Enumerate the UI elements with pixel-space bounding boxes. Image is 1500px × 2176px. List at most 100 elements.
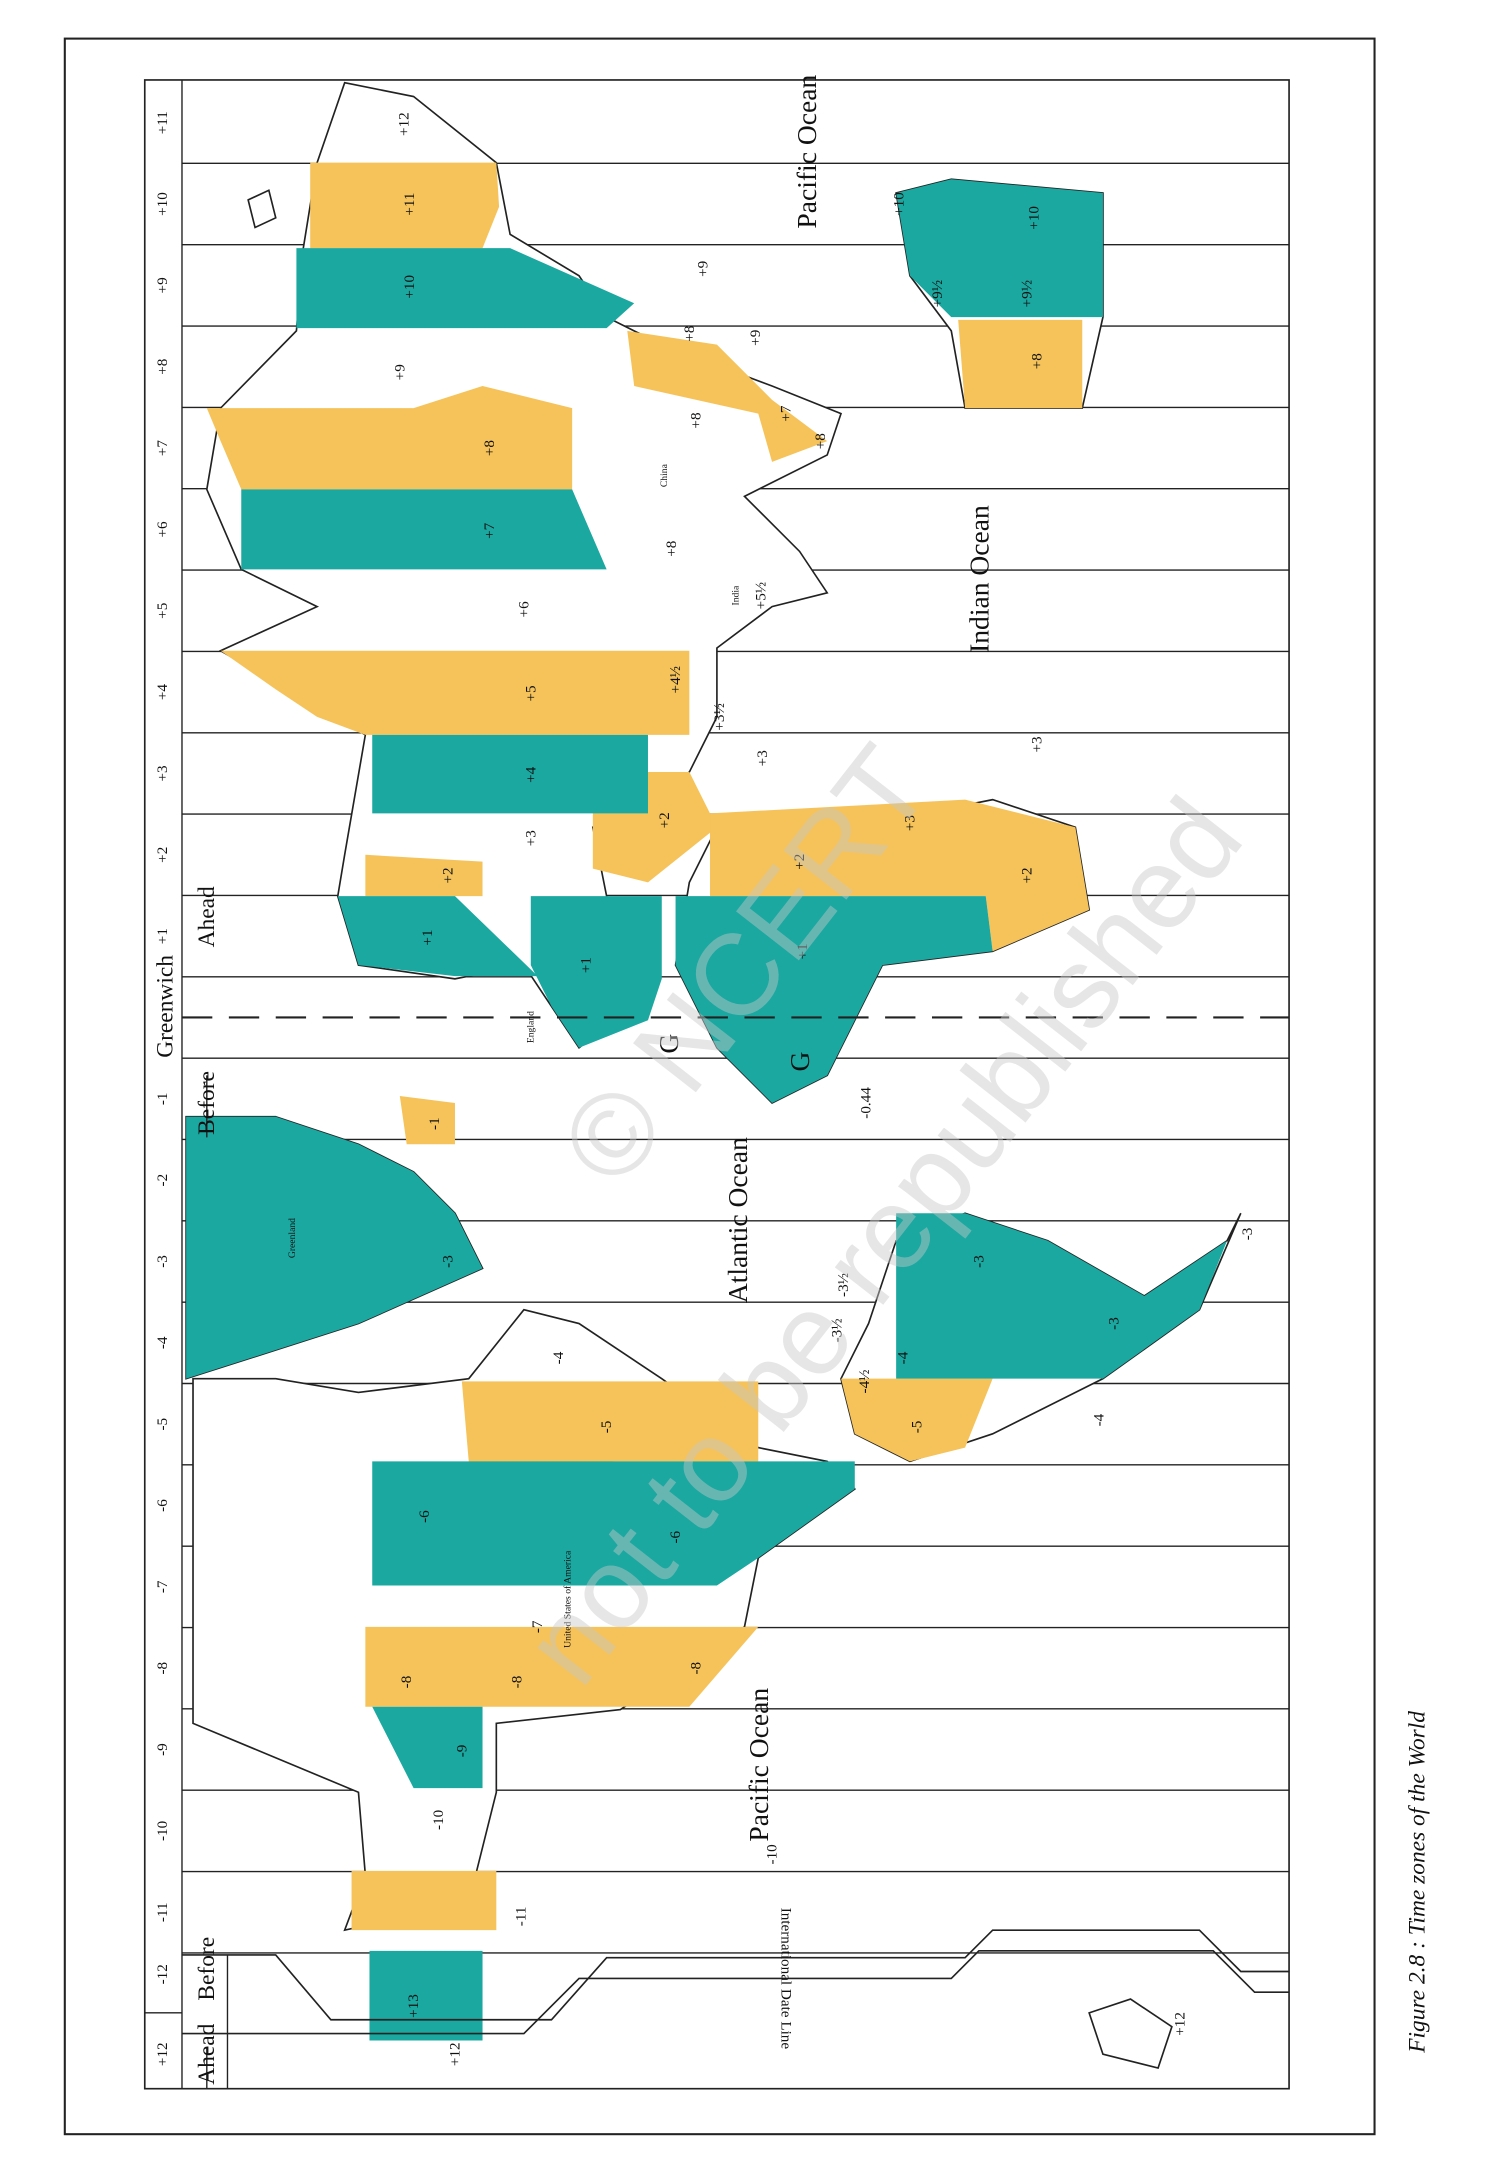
zone-header: -8 (154, 1662, 171, 1675)
zone-label: -4 (895, 1351, 912, 1364)
zone-label: -5 (598, 1421, 615, 1434)
date-line (181, 1929, 1290, 2021)
place-label: England (525, 1011, 536, 1043)
zone-header: +11 (154, 111, 171, 134)
zone-label: +12 (446, 2042, 463, 2066)
zone-label: +1 (419, 929, 436, 945)
zone-region (840, 1378, 993, 1462)
zone-label: +11 (401, 192, 418, 215)
place-label: United States of America (563, 1550, 574, 1648)
zone-header: +5 (154, 603, 171, 619)
zone-region (372, 1461, 855, 1586)
zone-region (369, 1950, 483, 2041)
zone-header: +10 (154, 192, 171, 216)
zone-header: +12 (154, 2042, 171, 2066)
strip-label: Before (194, 1071, 220, 1135)
zone-header: +6 (154, 521, 171, 538)
zone-region (241, 489, 607, 570)
zone-label: +2 (791, 854, 808, 870)
zone-label: +7 (481, 522, 498, 539)
zone-region (220, 650, 690, 735)
zone-label: +4½ (667, 666, 684, 694)
zone-header: -11 (154, 1902, 171, 1922)
date-line-label: International Date Line (777, 1908, 794, 2050)
zone-label: -5 (908, 1421, 925, 1434)
zone-label: +10 (1026, 206, 1043, 230)
zone-label: +2 (440, 867, 457, 883)
zone-label: -3 (440, 1255, 457, 1268)
zone-region (530, 896, 662, 1048)
zone-label: -4 (1090, 1413, 1107, 1426)
zone-region (337, 896, 538, 977)
zone-label: +9 (695, 261, 712, 277)
zone-label: -4½ (856, 1369, 873, 1393)
zone-region (399, 1096, 455, 1145)
zone-label: -3½ (828, 1318, 845, 1342)
zone-region (310, 162, 500, 249)
zone-label: +4 (522, 766, 539, 783)
strip-label: Ahead (194, 886, 220, 947)
zone-label: +9½ (1019, 280, 1036, 307)
zone-header: -7 (154, 1580, 171, 1593)
zone-label: +13 (405, 1994, 422, 2018)
zone-label: -10 (764, 1844, 781, 1864)
zone-region (372, 1706, 483, 1789)
zone-label: +12 (1172, 2012, 1189, 2036)
zone-header: -2 (154, 1174, 171, 1187)
zone-label: +3 (901, 815, 918, 831)
place-label: G (784, 1052, 815, 1072)
zone-region (365, 854, 483, 897)
zone-label: +5 (522, 685, 539, 701)
zone-label: -10 (430, 1810, 447, 1830)
zone-label: +3 (754, 750, 771, 766)
strip-label: Greenwich (152, 955, 178, 1058)
zone-label: +10 (890, 192, 907, 216)
zone-label: +2 (656, 812, 673, 828)
zone-label: +8 (681, 326, 698, 342)
zone-header: +1 (154, 928, 171, 944)
zone-label: +9 (747, 330, 764, 346)
zone-header: -9 (154, 1743, 171, 1756)
zone-label: +6 (515, 601, 532, 618)
zone-label: +9½ (929, 280, 946, 307)
zone-label: -1 (426, 1117, 443, 1130)
place-label: India (731, 585, 742, 606)
zone-label: -6 (667, 1530, 684, 1543)
zone-label: -3 (970, 1255, 987, 1268)
zone-region (710, 799, 1090, 952)
zone-region (627, 330, 828, 462)
zone-label: -11 (513, 1907, 530, 1927)
zone-header: +3 (154, 765, 171, 781)
zone-label: +8 (663, 541, 680, 557)
outer-frame (63, 37, 1376, 2136)
strip-label: Before (194, 1937, 220, 2001)
zone-label: -8 (688, 1662, 705, 1675)
zone-header: -10 (154, 1821, 171, 1841)
zone-header: +8 (154, 359, 171, 375)
zone-label: +5½ (753, 582, 770, 609)
zone-header: -1 (154, 1092, 171, 1105)
place-label: China (659, 463, 670, 487)
zone-header: -4 (154, 1336, 171, 1349)
zone-header: -12 (154, 1964, 171, 1984)
zone-label: -8 (509, 1676, 526, 1689)
zone-header: -3 (154, 1255, 171, 1268)
zone-header: -6 (154, 1499, 171, 1512)
figure-caption: Figure 2.8 : Time zones of the World (1404, 1711, 1430, 2054)
zone-region (186, 1116, 483, 1379)
strip-label: Ahead (194, 2023, 220, 2084)
zone-label: -9 (453, 1745, 470, 1758)
zone-header: +2 (154, 847, 171, 863)
zone-label: +8 (812, 433, 829, 449)
zone-header: -5 (154, 1418, 171, 1431)
zone-region (958, 319, 1083, 409)
zone-label: +10 (401, 275, 418, 299)
zone-label: -7 (529, 1620, 546, 1633)
zone-label: +12 (395, 112, 412, 136)
zone-region (372, 734, 648, 814)
zone-region (351, 1870, 497, 1931)
zone-label: +9 (391, 364, 408, 380)
zone-label: -3½ (835, 1273, 852, 1297)
